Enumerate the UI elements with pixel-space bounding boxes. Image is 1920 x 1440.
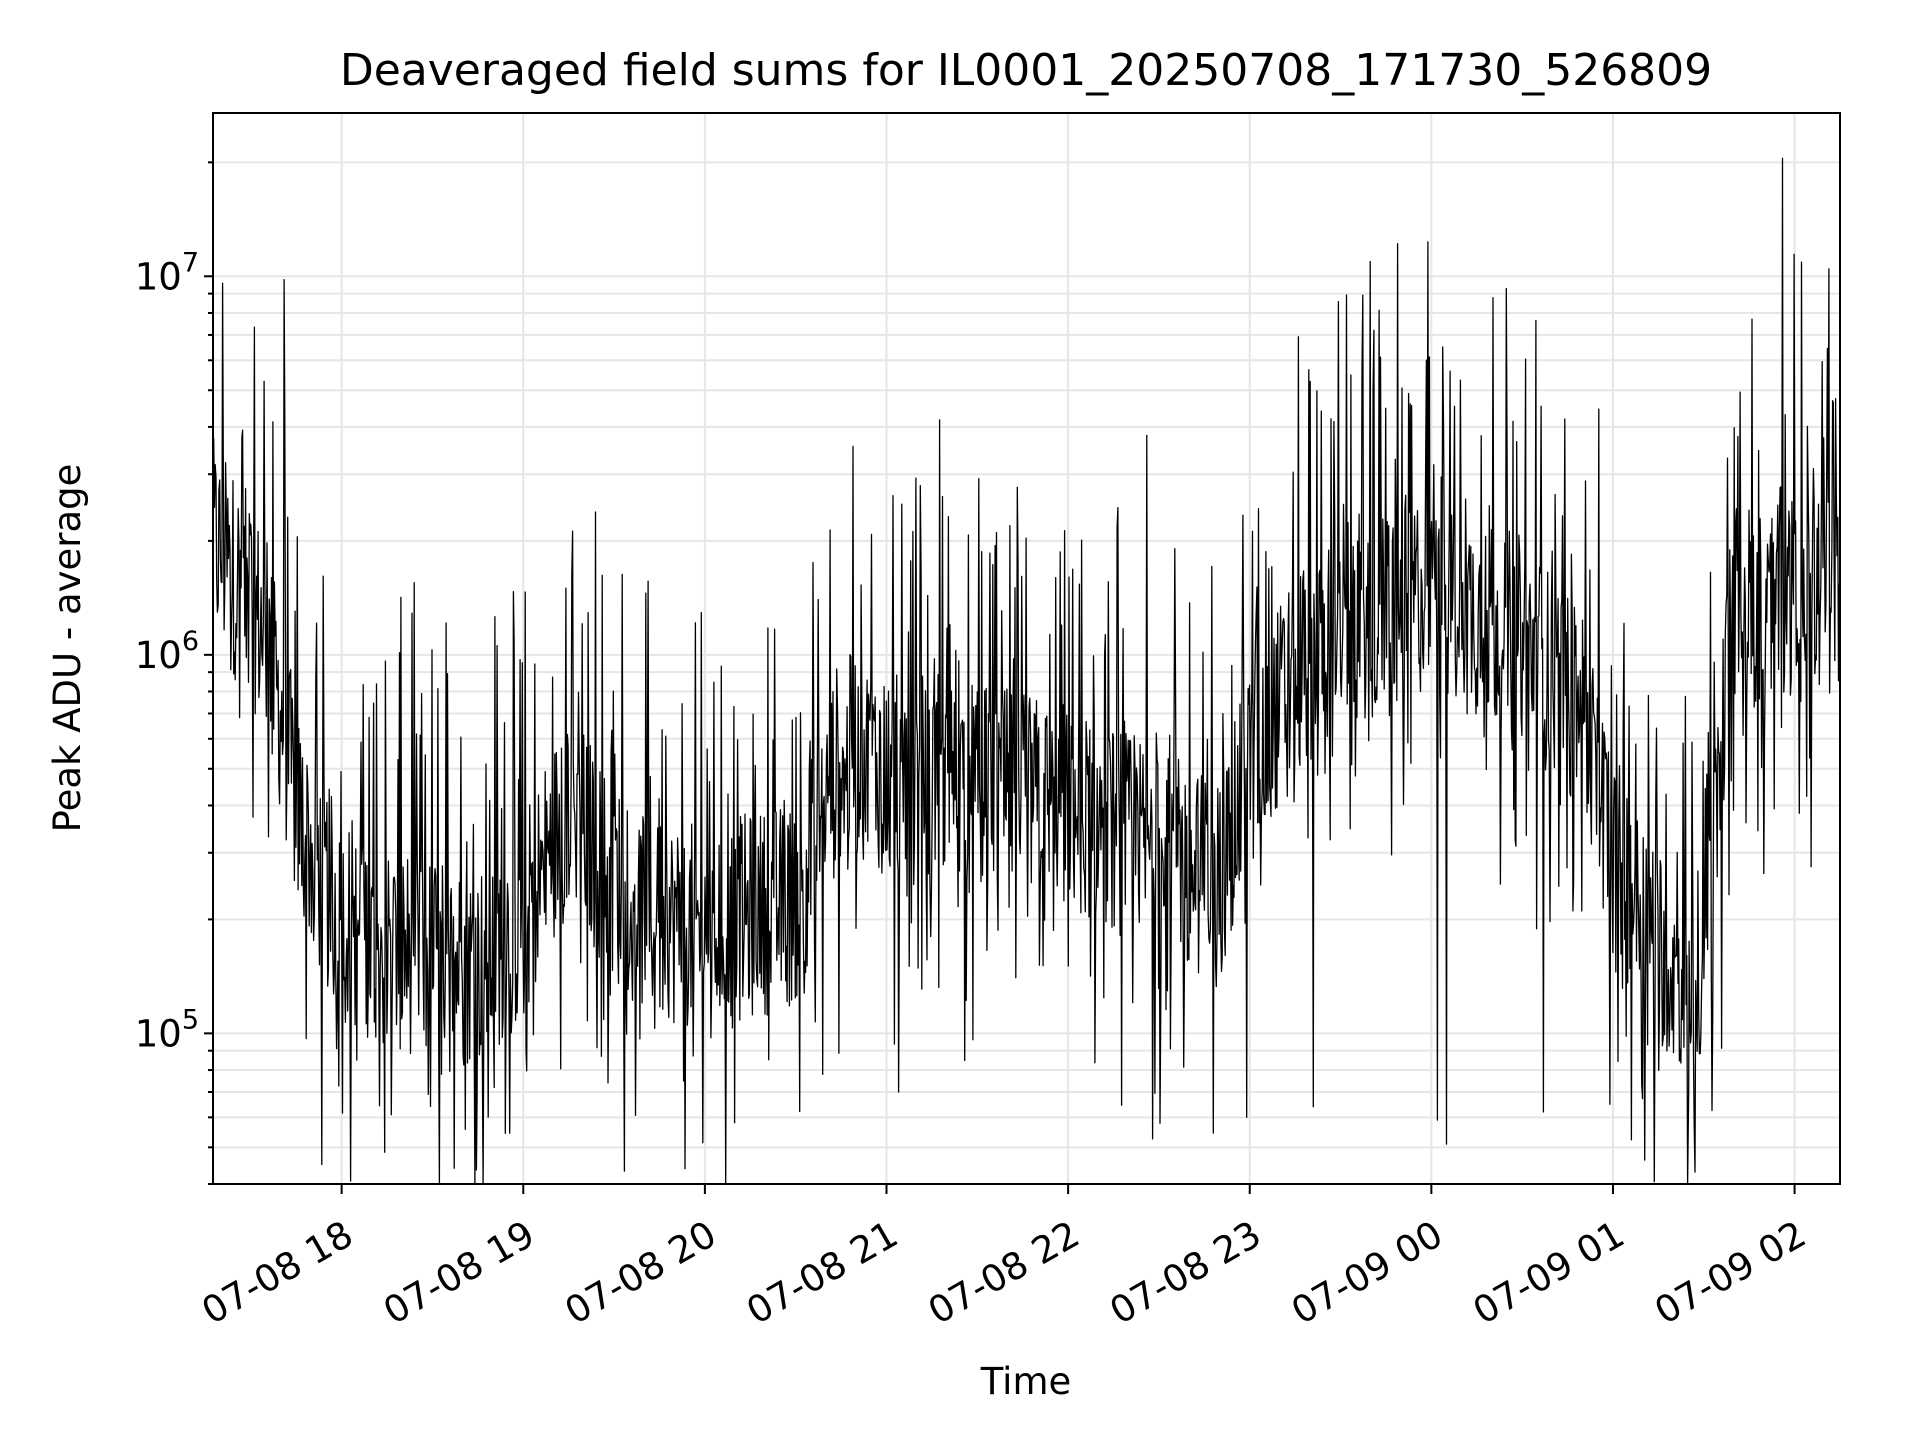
y-axis-label: Peak ADU - average — [46, 464, 89, 833]
plot-frame — [212, 112, 1841, 1185]
y-tick-label: 107 — [135, 247, 199, 298]
x-axis-label: Time — [980, 1360, 1072, 1403]
x-tick-label: 07-08 22 — [921, 1213, 1087, 1333]
x-tick-label: 07-09 02 — [1648, 1213, 1814, 1333]
series-layer — [212, 157, 1841, 1185]
chart-title: Deaveraged field sums for IL0001_2025070… — [340, 45, 1712, 96]
y-axis: 105 106 107 — [135, 161, 213, 1185]
x-tick-label: 07-08 23 — [1103, 1213, 1269, 1333]
x-tick-label: 07-08 18 — [195, 1213, 361, 1333]
y-tick-label: 106 — [135, 626, 199, 677]
x-tick-label: 07-08 21 — [739, 1213, 905, 1333]
x-tick-label: 07-09 01 — [1466, 1213, 1632, 1333]
series-line — [212, 157, 1841, 1185]
x-tick-label: 07-08 19 — [376, 1213, 542, 1333]
x-tick-label: 07-08 20 — [558, 1213, 724, 1333]
x-tick-label: 07-09 00 — [1284, 1213, 1450, 1333]
x-axis: 07-08 18 07-08 19 07-08 20 07-08 21 07-08 22… — [195, 1184, 1814, 1333]
y-tick-label: 105 — [135, 1004, 199, 1055]
